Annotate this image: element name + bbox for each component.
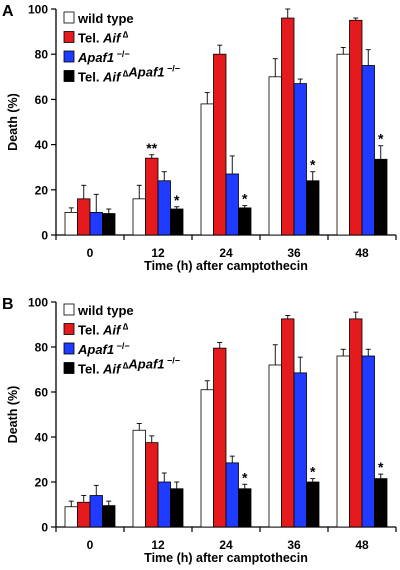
legend-swatch xyxy=(63,362,75,374)
y-tick-label: 80 xyxy=(35,48,49,62)
y-tick-label: 40 xyxy=(35,431,49,445)
panel-label: A xyxy=(2,3,14,20)
panel-A: A Death (%) Time (h) after camptothecin 0 20… xyxy=(2,3,397,273)
bar xyxy=(281,318,295,528)
legend-label: wild type xyxy=(77,11,134,26)
significance-marker: * xyxy=(378,131,384,147)
x-tick-label: 12 xyxy=(151,246,165,260)
y-tick-label: 0 xyxy=(41,521,48,535)
bar xyxy=(238,207,252,236)
legend-label: Tel. Aif ∆Apaf1 −/− xyxy=(78,356,180,377)
bar xyxy=(77,198,91,236)
y-tick-label: 60 xyxy=(35,386,49,400)
bar xyxy=(361,355,375,528)
significance-marker: * xyxy=(310,464,316,480)
bar xyxy=(200,389,214,528)
bar xyxy=(64,211,78,236)
bar xyxy=(238,488,252,528)
x-tick-label: 24 xyxy=(219,538,233,552)
x-tick-label: 12 xyxy=(151,538,165,552)
x-tick-label: 24 xyxy=(219,246,233,260)
bar xyxy=(132,198,146,236)
bar xyxy=(374,478,388,528)
y-axis-title: Death (%) xyxy=(6,93,20,151)
bar xyxy=(213,347,227,528)
y-tick-label: 100 xyxy=(28,3,48,17)
bar xyxy=(225,173,239,236)
y-tick-label: 0 xyxy=(41,229,48,243)
bar xyxy=(157,481,171,528)
legend-swatch xyxy=(63,323,75,335)
bar xyxy=(102,505,116,528)
significance-marker: * xyxy=(310,157,316,173)
significance-marker: * xyxy=(174,192,180,208)
x-tick-label: 36 xyxy=(287,246,301,260)
legend-label: Apaf1 −/− xyxy=(77,341,130,357)
y-axis-title: Death (%) xyxy=(6,386,20,444)
bar xyxy=(145,157,159,236)
panel-label: B xyxy=(2,296,14,313)
bar xyxy=(293,372,307,528)
y-tick-label: 60 xyxy=(35,93,49,107)
bar xyxy=(225,462,239,528)
legend-swatch xyxy=(63,11,75,24)
bar xyxy=(89,495,103,528)
x-axis-title: Time (h) after camptothecin xyxy=(144,551,308,565)
bar xyxy=(374,158,388,236)
bar xyxy=(349,318,363,528)
legend-swatch xyxy=(63,31,75,43)
panel-B: B Death (%) Time (h) after camptothecin 0 20… xyxy=(2,296,397,565)
bar xyxy=(102,213,116,236)
bar xyxy=(132,429,146,528)
legend-label: Tel. Aif ∆ xyxy=(78,30,129,46)
bar xyxy=(157,180,171,236)
legend-swatch xyxy=(63,342,75,355)
bar xyxy=(200,103,214,236)
x-axis-title: Time (h) after camptothecin xyxy=(144,259,308,273)
x-tick-label: 48 xyxy=(355,246,369,260)
bar xyxy=(306,481,320,528)
significance-marker: * xyxy=(378,459,384,475)
y-tick-label: 40 xyxy=(35,138,49,152)
legend-label: Tel. Aif ∆ xyxy=(78,322,129,338)
y-tick-label: 100 xyxy=(28,296,48,310)
bar xyxy=(268,76,282,236)
bar xyxy=(336,355,350,528)
x-tick-label: 48 xyxy=(355,538,369,552)
bar xyxy=(361,65,375,236)
bar xyxy=(281,17,295,236)
y-tick-label: 20 xyxy=(35,476,49,490)
bar xyxy=(293,83,307,236)
significance-marker: ** xyxy=(146,140,157,156)
x-tick-label: 36 xyxy=(287,538,301,552)
bar xyxy=(349,19,363,236)
legend-label: Tel. Aif ∆Apaf1 −/− xyxy=(78,64,180,85)
bar xyxy=(268,364,282,528)
bar xyxy=(213,53,227,236)
legend-swatch xyxy=(63,303,75,316)
legend-label: wild type xyxy=(77,303,134,318)
bar xyxy=(77,501,91,528)
significance-marker: * xyxy=(242,191,248,207)
bar xyxy=(306,180,320,236)
significance-marker: * xyxy=(242,469,248,485)
x-tick-label: 0 xyxy=(87,538,94,552)
bar xyxy=(336,53,350,236)
x-tick-label: 0 xyxy=(87,246,94,260)
bar xyxy=(170,208,184,236)
y-tick-label: 80 xyxy=(35,341,49,355)
bar xyxy=(170,488,184,528)
legend-label: Apaf1 −/− xyxy=(77,49,130,65)
y-tick-label: 20 xyxy=(35,183,49,197)
legend-swatch xyxy=(63,70,75,82)
bar xyxy=(145,442,159,528)
bar xyxy=(64,506,78,528)
bar xyxy=(89,211,103,236)
legend-swatch xyxy=(63,50,75,63)
